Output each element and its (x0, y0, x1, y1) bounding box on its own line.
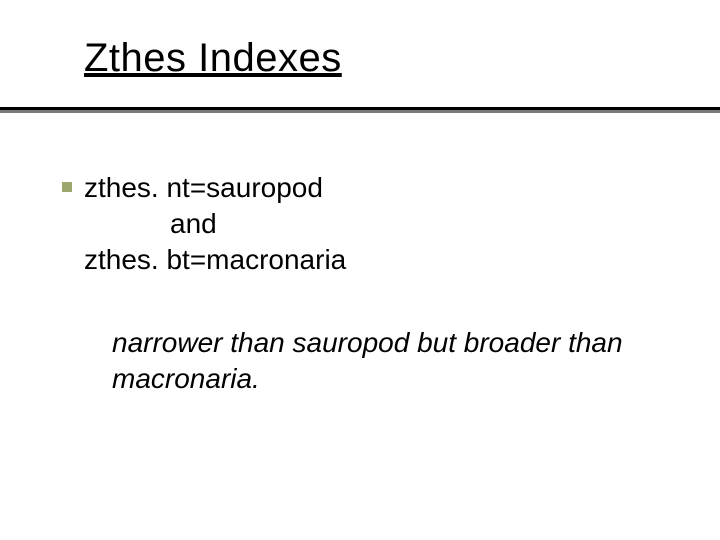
slide-body: zthes. nt=sauropod and zthes. bt=macrona… (84, 170, 670, 397)
slide: Zthes Indexes zthes. nt=sauropod and zth… (0, 0, 720, 540)
bullet-icon (62, 182, 72, 192)
query-connector: and (84, 206, 670, 242)
query-line-1: zthes. nt=sauropod (84, 170, 670, 206)
slide-title: Zthes Indexes (84, 36, 342, 80)
title-container: Zthes Indexes (84, 36, 690, 81)
description: narrower than sauropod but broader than … (84, 325, 670, 397)
title-rule-shadow (0, 110, 720, 113)
query-line-2: zthes. bt=macronaria (84, 242, 670, 278)
title-rule (0, 107, 720, 110)
